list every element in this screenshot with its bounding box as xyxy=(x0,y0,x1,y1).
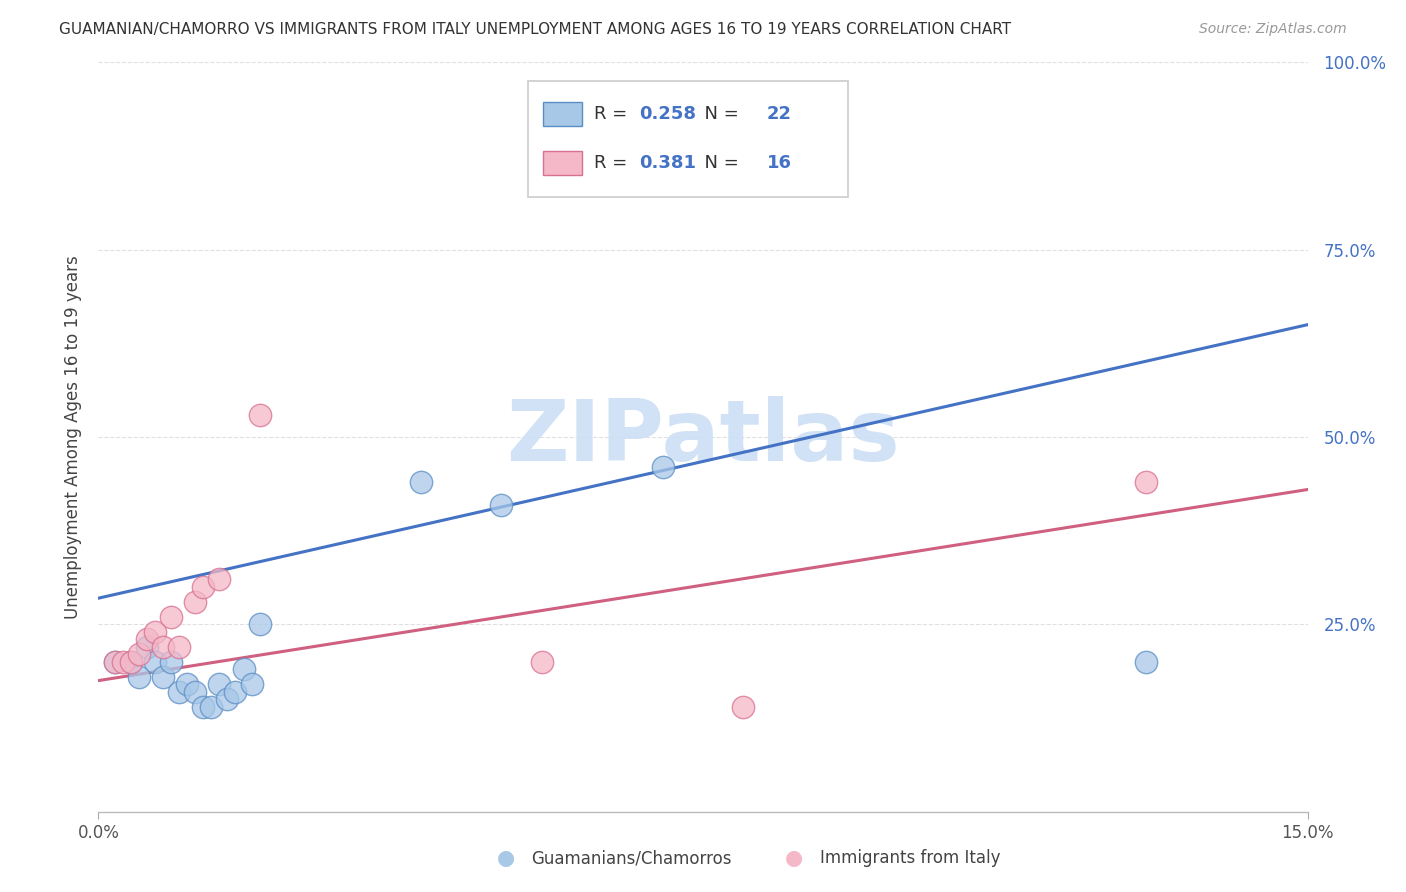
Point xyxy=(128,670,150,684)
Point xyxy=(232,662,254,676)
Point xyxy=(160,655,183,669)
Point xyxy=(152,670,174,684)
Point xyxy=(184,595,207,609)
Point xyxy=(128,648,150,662)
Point xyxy=(224,685,246,699)
Point xyxy=(120,655,142,669)
Point xyxy=(184,685,207,699)
Text: 22: 22 xyxy=(768,105,792,123)
Point xyxy=(200,699,222,714)
Point xyxy=(249,617,271,632)
FancyBboxPatch shape xyxy=(543,103,582,126)
Text: N =: N = xyxy=(693,153,745,172)
Text: GUAMANIAN/CHAMORRO VS IMMIGRANTS FROM ITALY UNEMPLOYMENT AMONG AGES 16 TO 19 YEA: GUAMANIAN/CHAMORRO VS IMMIGRANTS FROM IT… xyxy=(59,22,1011,37)
Text: N =: N = xyxy=(693,105,745,123)
Text: ●: ● xyxy=(498,848,515,868)
Point xyxy=(733,699,755,714)
Point xyxy=(1135,655,1157,669)
Point xyxy=(103,655,125,669)
Text: 0.381: 0.381 xyxy=(638,153,696,172)
FancyBboxPatch shape xyxy=(527,81,848,197)
Point xyxy=(143,624,166,639)
Point xyxy=(409,475,432,489)
Point xyxy=(103,655,125,669)
Point xyxy=(530,655,553,669)
Point xyxy=(240,677,263,691)
Text: 16: 16 xyxy=(768,153,792,172)
Text: Guamanians/Chamorros: Guamanians/Chamorros xyxy=(531,849,733,867)
Point xyxy=(135,632,157,647)
Point xyxy=(193,580,215,594)
Point xyxy=(176,677,198,691)
Point xyxy=(167,685,190,699)
Text: R =: R = xyxy=(595,153,633,172)
Text: ●: ● xyxy=(786,848,803,868)
Text: ZIPatlas: ZIPatlas xyxy=(506,395,900,479)
Point xyxy=(143,655,166,669)
Point xyxy=(651,460,673,475)
Point xyxy=(249,408,271,422)
Point xyxy=(208,677,231,691)
Point xyxy=(491,498,513,512)
Point xyxy=(193,699,215,714)
Point xyxy=(111,655,134,669)
Text: Source: ZipAtlas.com: Source: ZipAtlas.com xyxy=(1199,22,1347,37)
Point xyxy=(208,573,231,587)
Text: Immigrants from Italy: Immigrants from Italy xyxy=(820,849,1000,867)
Point xyxy=(120,655,142,669)
Text: R =: R = xyxy=(595,105,633,123)
Point xyxy=(135,640,157,654)
Point xyxy=(167,640,190,654)
Point xyxy=(1135,475,1157,489)
Point xyxy=(160,610,183,624)
FancyBboxPatch shape xyxy=(543,151,582,175)
Y-axis label: Unemployment Among Ages 16 to 19 years: Unemployment Among Ages 16 to 19 years xyxy=(63,255,82,619)
Point xyxy=(217,692,239,706)
Text: 0.258: 0.258 xyxy=(638,105,696,123)
Point xyxy=(152,640,174,654)
